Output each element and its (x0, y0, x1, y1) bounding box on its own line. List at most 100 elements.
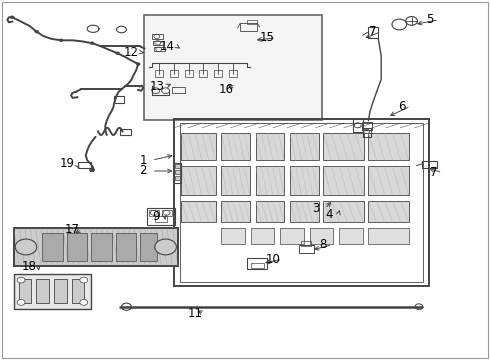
Bar (149, 210, 159, 216)
Bar (175, 170, 180, 174)
Bar (299, 245, 314, 253)
Bar (256, 133, 284, 160)
Circle shape (155, 239, 176, 255)
Bar (290, 201, 318, 222)
Bar (247, 258, 267, 269)
Bar (368, 27, 378, 38)
Bar (162, 210, 172, 216)
Bar (154, 47, 165, 51)
Bar (214, 70, 222, 77)
Text: 17: 17 (65, 223, 80, 236)
Bar (116, 233, 136, 261)
Bar (181, 201, 216, 222)
Bar (175, 176, 180, 180)
Text: 16: 16 (219, 83, 234, 96)
Bar (323, 201, 364, 222)
Bar (290, 133, 318, 160)
Circle shape (35, 30, 39, 33)
Bar (14, 274, 91, 309)
Bar (221, 133, 250, 160)
Bar (42, 233, 63, 261)
Circle shape (59, 39, 63, 42)
Bar (362, 122, 372, 130)
Circle shape (17, 300, 25, 305)
Text: 7: 7 (368, 25, 376, 38)
Bar (147, 208, 175, 225)
Text: 5: 5 (426, 13, 434, 26)
Bar (180, 123, 423, 282)
Bar (256, 201, 284, 222)
Text: 7: 7 (430, 166, 438, 179)
Text: 15: 15 (260, 31, 274, 44)
Bar (91, 233, 112, 261)
Bar (368, 201, 409, 222)
Bar (78, 162, 91, 168)
Bar (170, 70, 178, 77)
Bar (353, 119, 363, 132)
Bar (247, 20, 257, 24)
Bar (174, 119, 429, 286)
Circle shape (90, 42, 94, 45)
Bar (368, 228, 409, 244)
Bar (368, 133, 409, 160)
Circle shape (17, 277, 25, 283)
Circle shape (136, 63, 140, 66)
Text: 9: 9 (152, 210, 160, 222)
Circle shape (80, 277, 88, 283)
Bar (323, 133, 364, 160)
Bar (120, 129, 131, 135)
Bar (14, 228, 178, 266)
Text: 1: 1 (139, 154, 147, 167)
Bar (185, 70, 193, 77)
Text: 3: 3 (312, 202, 320, 215)
Circle shape (10, 16, 14, 19)
Bar (290, 166, 318, 195)
Bar (221, 201, 250, 222)
Text: 8: 8 (319, 238, 327, 251)
Bar (301, 241, 311, 246)
Bar (339, 228, 363, 244)
Bar (175, 164, 180, 168)
Bar (19, 279, 31, 303)
Bar (153, 41, 164, 45)
Text: 10: 10 (266, 253, 281, 266)
Text: 4: 4 (325, 208, 333, 221)
Bar (368, 166, 409, 195)
Bar (181, 166, 216, 195)
Bar (67, 233, 87, 261)
Bar (174, 163, 181, 183)
Bar (172, 87, 185, 93)
Bar (72, 279, 84, 303)
Text: 6: 6 (398, 100, 406, 113)
Circle shape (116, 52, 120, 55)
Circle shape (90, 168, 95, 172)
Bar (140, 233, 157, 261)
Bar (363, 128, 371, 137)
Bar (221, 228, 245, 244)
Text: 14: 14 (160, 40, 175, 53)
Text: 18: 18 (22, 260, 37, 273)
Circle shape (80, 300, 88, 305)
Bar (256, 166, 284, 195)
Bar (54, 279, 67, 303)
Bar (36, 279, 49, 303)
Text: 19: 19 (60, 157, 75, 170)
Bar (310, 228, 333, 244)
Bar (199, 70, 207, 77)
Bar (144, 15, 322, 120)
Bar (114, 96, 124, 103)
Circle shape (15, 239, 37, 255)
Text: 13: 13 (149, 80, 164, 93)
Bar (155, 216, 167, 222)
Bar (152, 34, 163, 39)
Bar (221, 166, 250, 195)
Text: 12: 12 (124, 46, 139, 59)
Bar (280, 228, 304, 244)
Bar (240, 23, 257, 31)
Bar (155, 70, 163, 77)
Text: 11: 11 (188, 307, 202, 320)
Bar (181, 133, 216, 160)
Bar (323, 166, 364, 195)
Text: 2: 2 (139, 165, 147, 177)
Bar (422, 161, 437, 168)
